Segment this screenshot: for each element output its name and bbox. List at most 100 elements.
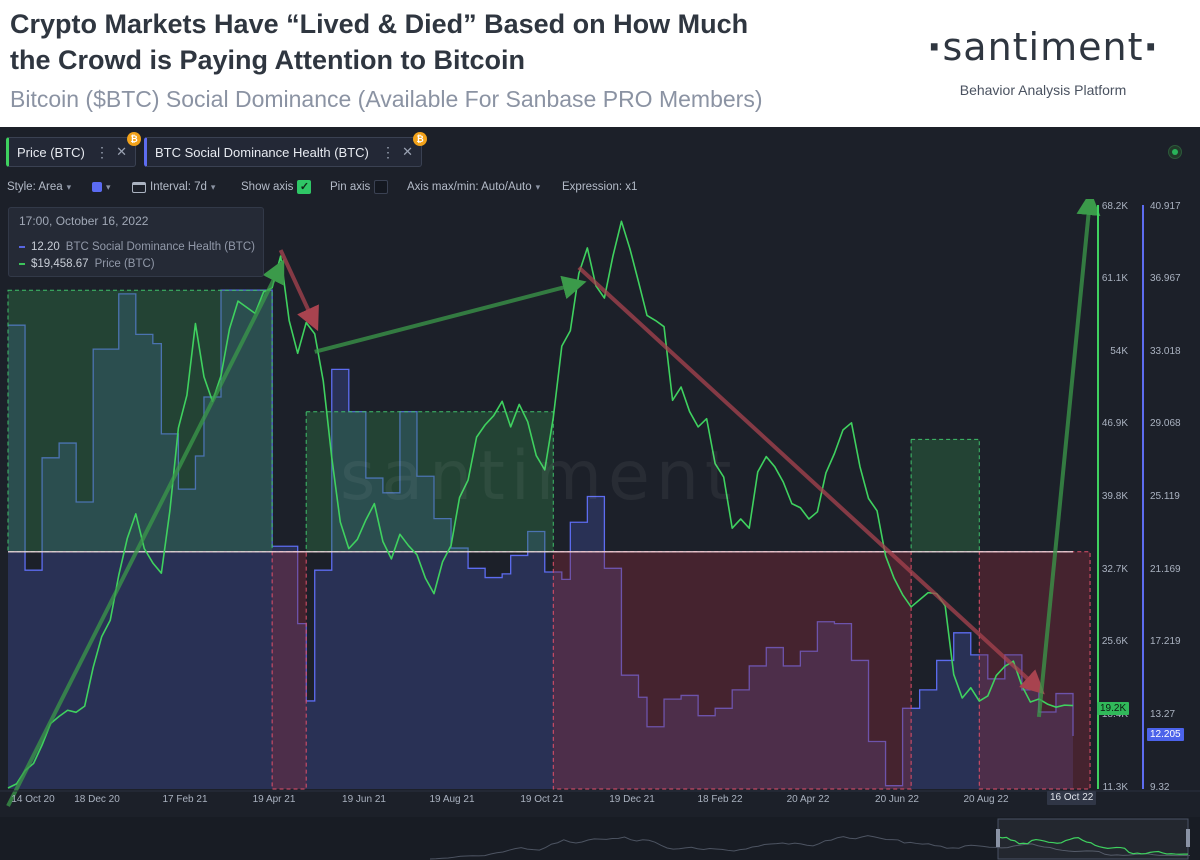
tooltip-dominance-label: BTC Social Dominance Health (BTC): [65, 241, 255, 253]
checkbox-checked-icon[interactable]: ✓: [297, 180, 312, 194]
x-tick: 20 Apr 22: [786, 794, 830, 805]
x-tick: 19 Oct 21: [520, 794, 564, 805]
chevron-down-icon: ▾: [106, 181, 111, 192]
y-dominance-tick: 33.018: [1150, 346, 1181, 357]
navigator-handle-left: [996, 829, 1000, 847]
trend-arrow-up: [1036, 199, 1101, 718]
x-tick: 19 Apr 21: [252, 794, 296, 805]
dominance-swatch: [19, 246, 25, 248]
y-price-tick: 11.3K: [1102, 782, 1128, 793]
y-price-tick: 39.8K: [1101, 491, 1128, 502]
trend-arrow-down: [577, 266, 1045, 695]
dominance-area: [8, 290, 1073, 789]
red-zone-box: [271, 551, 307, 790]
y-dominance-tick: 25.119: [1150, 491, 1180, 502]
live-status-indicator: [1168, 145, 1182, 159]
x-tick: 20 Aug 22: [963, 794, 1009, 805]
trend-arrow-up: [6, 258, 285, 807]
santiment-logo: ·santiment· Behavior Analysis Platform: [918, 22, 1168, 98]
more-vertical-icon[interactable]: ⋮: [95, 144, 109, 160]
y-price-tick: 68.2K: [1101, 201, 1128, 212]
red-zone-box: [552, 551, 912, 790]
current-date-marker: 16 Oct 22: [1047, 791, 1097, 805]
current-price-marker: 19.2K: [1097, 702, 1130, 715]
tooltip-row-dominance: 12.20 BTC Social Dominance Health (BTC): [19, 241, 255, 253]
metric-tab-price-label: Price (BTC): [17, 144, 85, 160]
x-tick: 19 Dec 21: [609, 794, 655, 805]
tooltip-price-label: Price (BTC): [94, 258, 155, 270]
tooltip-price-value: $19,458.67: [31, 258, 89, 270]
x-tick: 19 Jun 21: [342, 794, 386, 805]
x-tick: 17 Feb 21: [162, 794, 208, 805]
price-swatch: [19, 263, 25, 265]
axis-maxmin-label: Axis max/min: Auto/Auto: [407, 181, 532, 193]
chevron-down-icon: ▾: [535, 181, 541, 192]
y-price-tick: 25.6K: [1101, 636, 1128, 647]
current-dominance-marker: 12.205: [1147, 728, 1184, 741]
show-axis-toggle[interactable]: Show axis ✓: [241, 179, 312, 195]
navigator-window: [997, 818, 1189, 860]
axis-maxmin-select[interactable]: Axis max/min: Auto/Auto ▾: [407, 179, 540, 195]
show-axis-label: Show axis: [241, 181, 294, 193]
green-zone-box: [910, 438, 980, 553]
chevron-down-icon: ▾: [66, 181, 72, 192]
tooltip-row-price: $19,458.67 Price (BTC): [19, 258, 155, 270]
pin-axis-toggle[interactable]: Pin axis: [330, 179, 389, 195]
interval-select[interactable]: Interval: 7d ▾: [132, 179, 215, 195]
page-subtitle: Bitcoin ($BTC) Social Dominance (Availab…: [10, 86, 763, 112]
x-tick: 19 Aug 21: [429, 794, 475, 805]
chevron-down-icon: ▾: [210, 181, 216, 192]
y-dominance-tick: 9.32: [1150, 782, 1170, 793]
trend-arrow-down: [278, 249, 319, 332]
page-title-line-1: Crypto Markets Have “Lived & Died” Based…: [10, 9, 749, 39]
expression-label: Expression: x1: [562, 181, 638, 193]
y-price-tick: 54K: [1110, 346, 1128, 357]
more-vertical-icon[interactable]: ⋮: [381, 144, 395, 160]
close-icon[interactable]: ✕: [402, 144, 413, 159]
checkbox-unchecked-icon[interactable]: [374, 180, 389, 194]
y-dominance-tick: 21.169: [1150, 564, 1181, 575]
navigator-handle-right: [1186, 829, 1190, 847]
metric-tab-price[interactable]: Price (BTC) ⋮ ✕ ₿: [6, 132, 141, 167]
x-tick: 18 Feb 22: [697, 794, 743, 805]
tooltip-date: 17:00, October 16, 2022: [19, 214, 149, 228]
y-dominance-tick: 17.219: [1150, 636, 1181, 647]
y-price-tick: 32.7K: [1101, 564, 1128, 575]
tooltip-dominance-value: 12.20: [31, 241, 60, 253]
x-tick: 20 Jun 22: [875, 794, 919, 805]
bitcoin-icon: ₿: [413, 132, 427, 146]
y-price-tick: 61.1K: [1101, 273, 1128, 284]
chart-app: Price (BTC) ⋮ ✕ ₿ BTC Social Dominance H…: [0, 127, 1200, 860]
chart-tooltip: 17:00, October 16, 2022 12.20 BTC Social…: [8, 207, 264, 277]
style-select-label: Style: Area: [7, 181, 63, 193]
metric-tab-social-dominance[interactable]: BTC Social Dominance Health (BTC) ⋮ ✕ ₿: [144, 132, 427, 167]
y-dominance-tick: 13.27: [1150, 709, 1176, 720]
dominance-line: [8, 289, 1074, 787]
y-dominance-tick: 40.917: [1150, 201, 1181, 212]
page-title-line-2: the Crowd is Paying Attention to Bitcoin: [10, 45, 525, 75]
x-tick: 14 Oct 20: [11, 794, 55, 805]
red-zone-box: [978, 551, 1091, 790]
page-title: Crypto Markets Have “Lived & Died” Based…: [10, 6, 748, 78]
price-line: [7, 220, 1074, 789]
pin-axis-label: Pin axis: [330, 181, 371, 193]
y-dominance-tick: 29.068: [1150, 418, 1181, 429]
navigator-price-line: [429, 835, 1191, 860]
color-swatch-icon: [92, 182, 102, 192]
expression-field[interactable]: Expression: x1: [562, 179, 637, 195]
brand-name: ·santiment·: [927, 25, 1159, 69]
calendar-icon: [132, 181, 146, 193]
chart-canvas[interactable]: [0, 199, 1200, 860]
trend-arrow-up: [314, 275, 587, 354]
style-select[interactable]: Style: Area ▾: [7, 179, 71, 195]
header: Crypto Markets Have “Lived & Died” Based…: [0, 0, 1200, 127]
green-zone-box: [305, 411, 554, 553]
interval-select-label: Interval: 7d: [150, 181, 207, 193]
brand-tagline: Behavior Analysis Platform: [959, 82, 1127, 98]
bitcoin-icon: ₿: [127, 132, 141, 146]
close-icon[interactable]: ✕: [116, 144, 127, 159]
y-price-tick: 46.9K: [1101, 418, 1128, 429]
color-select[interactable]: ▾: [92, 179, 111, 195]
green-zone-box: [7, 289, 273, 553]
metric-tab-dominance-label: BTC Social Dominance Health (BTC): [155, 144, 369, 160]
